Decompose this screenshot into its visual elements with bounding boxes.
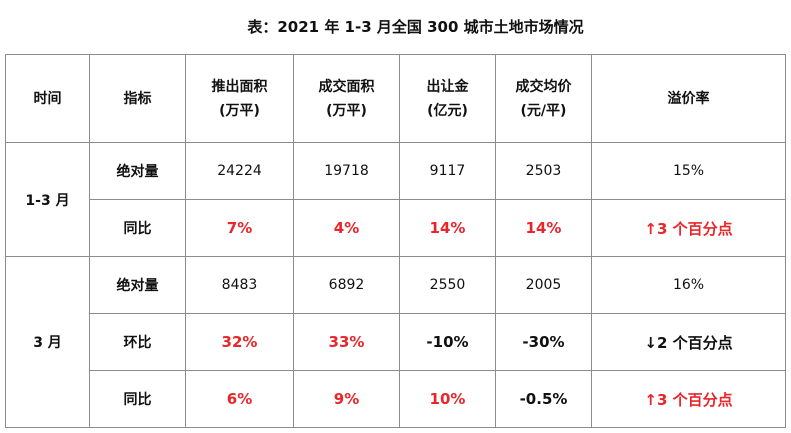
- indicator-cell: 环比: [89, 313, 186, 371]
- transfer-fee-cell: 9117: [399, 142, 496, 200]
- period-cell: 3 月: [5, 256, 90, 428]
- table-row: 同比 7% 4% 14% 14% ↑3 个百分点: [6, 199, 786, 257]
- deal-area-cell: 6892: [293, 256, 400, 314]
- avg-price-cell: 2503: [495, 142, 592, 200]
- transfer-fee-cell: -10%: [399, 313, 496, 371]
- table-row: 3 月 绝对量 8483 6892 2550 2005 16%: [5, 256, 786, 428]
- deal-area-cell: 33%: [293, 313, 400, 371]
- avg-price-cell: 2005: [495, 256, 592, 314]
- supply-area-cell: 7%: [185, 199, 294, 257]
- premium-rate-cell: 15%: [591, 142, 786, 200]
- transfer-fee-cell: 14%: [399, 199, 496, 257]
- indicator-cell: 绝对量: [89, 256, 186, 314]
- avg-price-cell: 14%: [495, 199, 592, 257]
- supply-area-cell: 32%: [185, 313, 294, 371]
- header-row: 时间 指标 推出面积 (万平) 成交面积 (万平) 出让金 (亿元) 成交均价 (元/平…: [5, 54, 786, 143]
- header-indicator: 指标: [89, 54, 186, 143]
- avg-price-cell: -0.5%: [495, 370, 592, 428]
- supply-area-cell: 8483: [185, 256, 294, 314]
- supply-area-cell: 24224: [185, 142, 294, 200]
- header-transfer-fee: 出让金 (亿元): [399, 54, 496, 143]
- transfer-fee-cell: 2550: [399, 256, 496, 314]
- table-row: 同比 6% 9% 10% -0.5% ↑3 个百分点: [6, 370, 786, 428]
- premium-rate-cell: 16%: [591, 256, 786, 314]
- period-cell: 1-3 月: [5, 142, 90, 257]
- header-supply-area: 推出面积 (万平): [185, 54, 294, 143]
- deal-area-cell: 9%: [293, 370, 400, 428]
- indicator-cell: 同比: [89, 370, 186, 428]
- header-time: 时间: [5, 54, 90, 143]
- premium-rate-cell: ↓2 个百分点: [591, 313, 786, 371]
- arrow-up-icon: ↑: [644, 390, 657, 409]
- transfer-fee-cell: 10%: [399, 370, 496, 428]
- indicator-cell: 绝对量: [89, 142, 186, 200]
- header-premium-rate: 溢价率: [591, 54, 786, 143]
- indicator-cell: 同比: [89, 199, 186, 257]
- arrow-down-icon: ↓: [644, 333, 657, 352]
- land-market-table: 时间 指标 推出面积 (万平) 成交面积 (万平) 出让金 (亿元) 成交均价 (元/平…: [5, 54, 786, 428]
- deal-area-cell: 19718: [293, 142, 400, 200]
- table-title: 表：2021 年 1-3 月全国 300 城市土地市场情况: [247, 18, 584, 36]
- premium-rate-cell: ↑3 个百分点: [591, 370, 786, 428]
- deal-area-cell: 4%: [293, 199, 400, 257]
- arrow-up-icon: ↑: [644, 219, 657, 238]
- premium-rate-cell: ↑3 个百分点: [591, 199, 786, 257]
- header-avg-price: 成交均价 (元/平): [495, 54, 592, 143]
- table-row: 环比 32% 33% -10% -30% ↓2 个百分点: [6, 313, 786, 371]
- supply-area-cell: 6%: [185, 370, 294, 428]
- avg-price-cell: -30%: [495, 313, 592, 371]
- header-deal-area: 成交面积 (万平): [293, 54, 400, 143]
- table-row: 1-3 月 绝对量 24224 19718 9117 2503 15%: [5, 142, 786, 257]
